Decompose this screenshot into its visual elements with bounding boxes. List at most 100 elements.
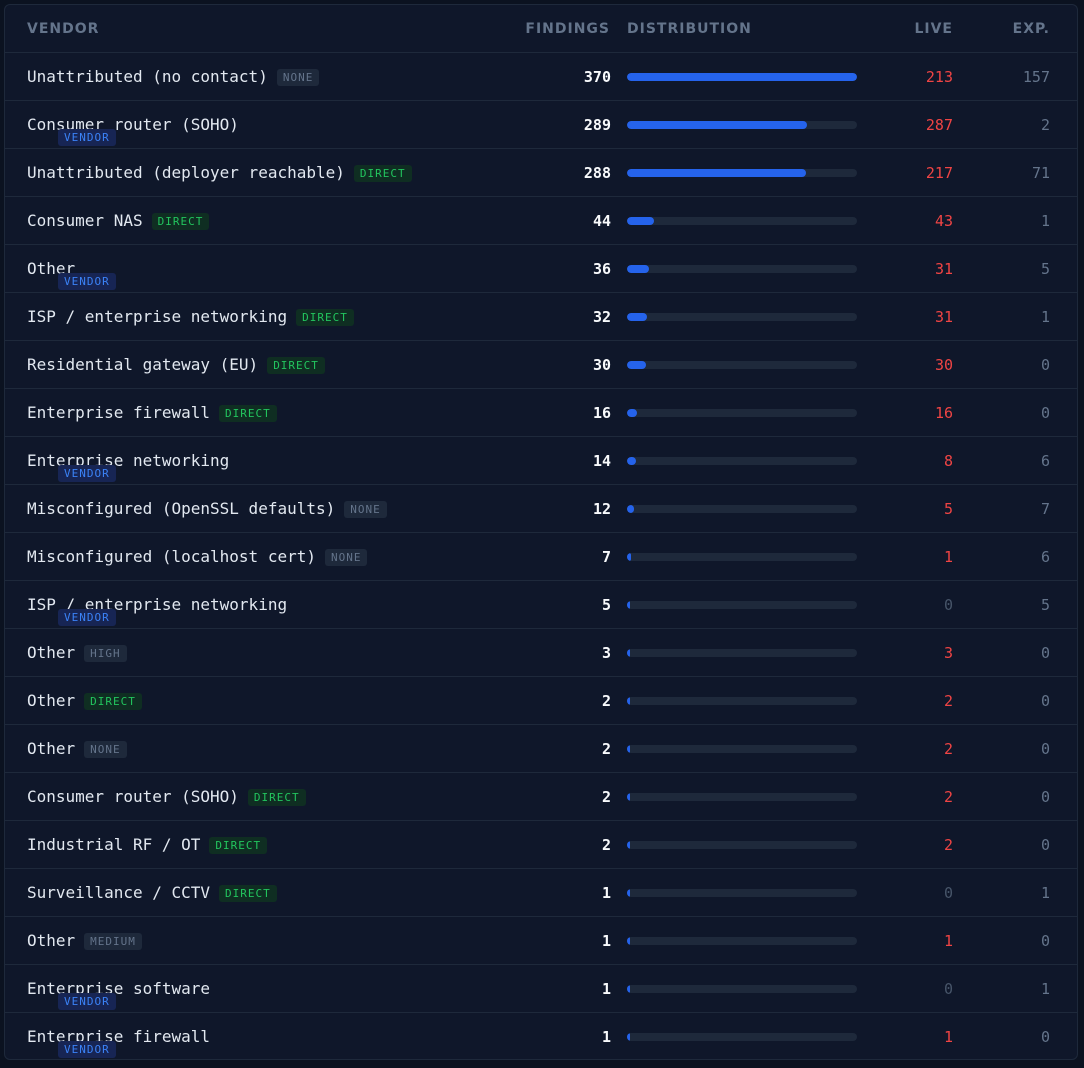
- column-header-findings[interactable]: FINDINGS: [525, 21, 610, 37]
- live-count: 31: [934, 260, 953, 278]
- table-row[interactable]: ISP / enterprise networking DIRECT 32 31 1: [5, 293, 1077, 341]
- contact-badge: DIRECT: [209, 836, 268, 854]
- vendor-cell: Consumer NAS DIRECT: [27, 211, 210, 231]
- distribution-bar-track: [627, 745, 857, 753]
- table-row[interactable]: Consumer NAS DIRECT 44 43 1: [5, 197, 1077, 245]
- findings-count: 7: [601, 548, 611, 566]
- table-row[interactable]: Residential gateway (EU) DIRECT 30 30 0: [5, 341, 1077, 389]
- distribution-bar-track: [627, 121, 857, 129]
- vendor-cell: Enterprise networking VENDOR: [27, 451, 229, 482]
- vendor-name: Industrial RF / OT: [27, 835, 201, 854]
- vendor-cell: Consumer router (SOHO) DIRECT: [27, 787, 306, 807]
- expired-count: 0: [1040, 1028, 1050, 1046]
- live-count: 3: [943, 644, 953, 662]
- live-count: 0: [943, 980, 953, 998]
- distribution-bar-track: [627, 505, 857, 513]
- table-row[interactable]: Consumer router (SOHO) VENDOR 289 287 2: [5, 101, 1077, 149]
- expired-count: 1: [1040, 212, 1050, 230]
- findings-count: 12: [592, 500, 611, 518]
- live-count: 287: [925, 116, 953, 134]
- distribution-bar-fill: [627, 553, 632, 561]
- table-row[interactable]: Unattributed (deployer reachable) DIRECT 2…: [5, 149, 1077, 197]
- findings-count: 14: [592, 452, 611, 470]
- live-count: 1: [943, 548, 953, 566]
- expired-count: 2: [1040, 116, 1050, 134]
- table-row[interactable]: Unattributed (no contact) NONE 370 213 157: [5, 53, 1077, 101]
- distribution-bar-track: [627, 409, 857, 417]
- distribution-bar-track: [627, 889, 857, 897]
- vendor-findings-table: VENDOR FINDINGS DISTRIBUTION LIVE EXP. U…: [4, 4, 1078, 1060]
- column-header-exp[interactable]: EXP.: [1012, 21, 1050, 37]
- contact-badge: NONE: [344, 500, 387, 518]
- live-count: 213: [925, 68, 953, 86]
- vendor-cell: Residential gateway (EU) DIRECT: [27, 355, 325, 375]
- expired-count: 0: [1040, 692, 1050, 710]
- column-header-distribution: DISTRIBUTION: [627, 21, 752, 37]
- distribution-bar-fill: [627, 457, 636, 465]
- expired-count: 5: [1040, 260, 1050, 278]
- table-row[interactable]: Surveillance / CCTV DIRECT 1 0 1: [5, 869, 1077, 917]
- column-header-live[interactable]: LIVE: [914, 21, 953, 37]
- table-row[interactable]: Other HIGH 3 3 0: [5, 629, 1077, 677]
- table-row[interactable]: Other NONE 2 2 0: [5, 725, 1077, 773]
- vendor-name: Other: [27, 739, 76, 758]
- distribution-bar-track: [627, 313, 857, 321]
- distribution-bar-track: [627, 265, 857, 273]
- vendor-cell: Enterprise firewall VENDOR: [27, 1027, 210, 1058]
- distribution-bar-track: [627, 361, 857, 369]
- contact-badge: VENDOR: [58, 273, 116, 290]
- table-row[interactable]: ISP / enterprise networking VENDOR 5 0 5: [5, 581, 1077, 629]
- findings-count: 1: [601, 932, 611, 950]
- vendor-name: Consumer router (SOHO): [27, 787, 239, 806]
- table-row[interactable]: Misconfigured (OpenSSL defaults) NONE 12 5 7: [5, 485, 1077, 533]
- vendor-name: Misconfigured (OpenSSL defaults): [27, 499, 336, 518]
- expired-count: 0: [1040, 740, 1050, 758]
- distribution-bar-fill: [627, 649, 631, 657]
- contact-badge: DIRECT: [267, 356, 325, 374]
- expired-count: 1: [1040, 884, 1050, 902]
- vendor-cell: Unattributed (no contact) NONE: [27, 67, 320, 87]
- distribution-bar-fill: [627, 793, 631, 801]
- findings-count: 2: [601, 692, 611, 710]
- table-row[interactable]: Consumer router (SOHO) DIRECT 2 2 0: [5, 773, 1077, 821]
- vendor-cell: Surveillance / CCTV DIRECT: [27, 883, 277, 903]
- vendor-name: ISP / enterprise networking: [27, 307, 288, 326]
- expired-count: 0: [1040, 932, 1050, 950]
- contact-badge: NONE: [276, 68, 320, 86]
- table-row[interactable]: Enterprise software VENDOR 1 0 1: [5, 965, 1077, 1013]
- table-row[interactable]: Other DIRECT 2 2 0: [5, 677, 1077, 725]
- contact-badge: DIRECT: [296, 308, 354, 326]
- findings-count: 2: [601, 788, 611, 806]
- vendor-name: Misconfigured (localhost cert): [27, 547, 316, 566]
- expired-count: 5: [1040, 596, 1050, 614]
- live-count: 2: [943, 836, 953, 854]
- findings-count: 5: [601, 596, 611, 614]
- vendor-cell: Other VENDOR: [27, 259, 116, 290]
- vendor-cell: Misconfigured (localhost cert) NONE: [27, 547, 368, 567]
- table-row[interactable]: Other MEDIUM 1 1 0: [5, 917, 1077, 965]
- table-row[interactable]: Enterprise firewall VENDOR 1 1 0: [5, 1013, 1077, 1059]
- table-row[interactable]: Other VENDOR 36 31 5: [5, 245, 1077, 293]
- table-row[interactable]: Enterprise firewall DIRECT 16 16 0: [5, 389, 1077, 437]
- findings-count: 36: [592, 260, 611, 278]
- vendor-name: Consumer NAS: [27, 211, 143, 230]
- column-header-vendor[interactable]: VENDOR: [27, 21, 100, 37]
- live-count: 31: [934, 308, 953, 326]
- distribution-bar-fill: [627, 121, 807, 129]
- contact-badge: DIRECT: [219, 404, 277, 422]
- live-count: 43: [934, 212, 953, 230]
- distribution-bar-fill: [627, 169, 807, 177]
- findings-count: 16: [592, 404, 611, 422]
- distribution-bar-track: [627, 457, 857, 465]
- distribution-bar-track: [627, 649, 857, 657]
- distribution-bar-fill: [627, 601, 631, 609]
- distribution-bar-track: [627, 697, 857, 705]
- table-row[interactable]: Misconfigured (localhost cert) NONE 7 1 6: [5, 533, 1077, 581]
- findings-count: 1: [601, 980, 611, 998]
- table-row[interactable]: Enterprise networking VENDOR 14 8 6: [5, 437, 1077, 485]
- table-row[interactable]: Industrial RF / OT DIRECT 2 2 0: [5, 821, 1077, 869]
- distribution-bar-track: [627, 985, 857, 993]
- vendor-cell: Consumer router (SOHO) VENDOR: [27, 115, 239, 146]
- contact-badge: DIRECT: [247, 788, 306, 806]
- expired-count: 0: [1040, 356, 1050, 374]
